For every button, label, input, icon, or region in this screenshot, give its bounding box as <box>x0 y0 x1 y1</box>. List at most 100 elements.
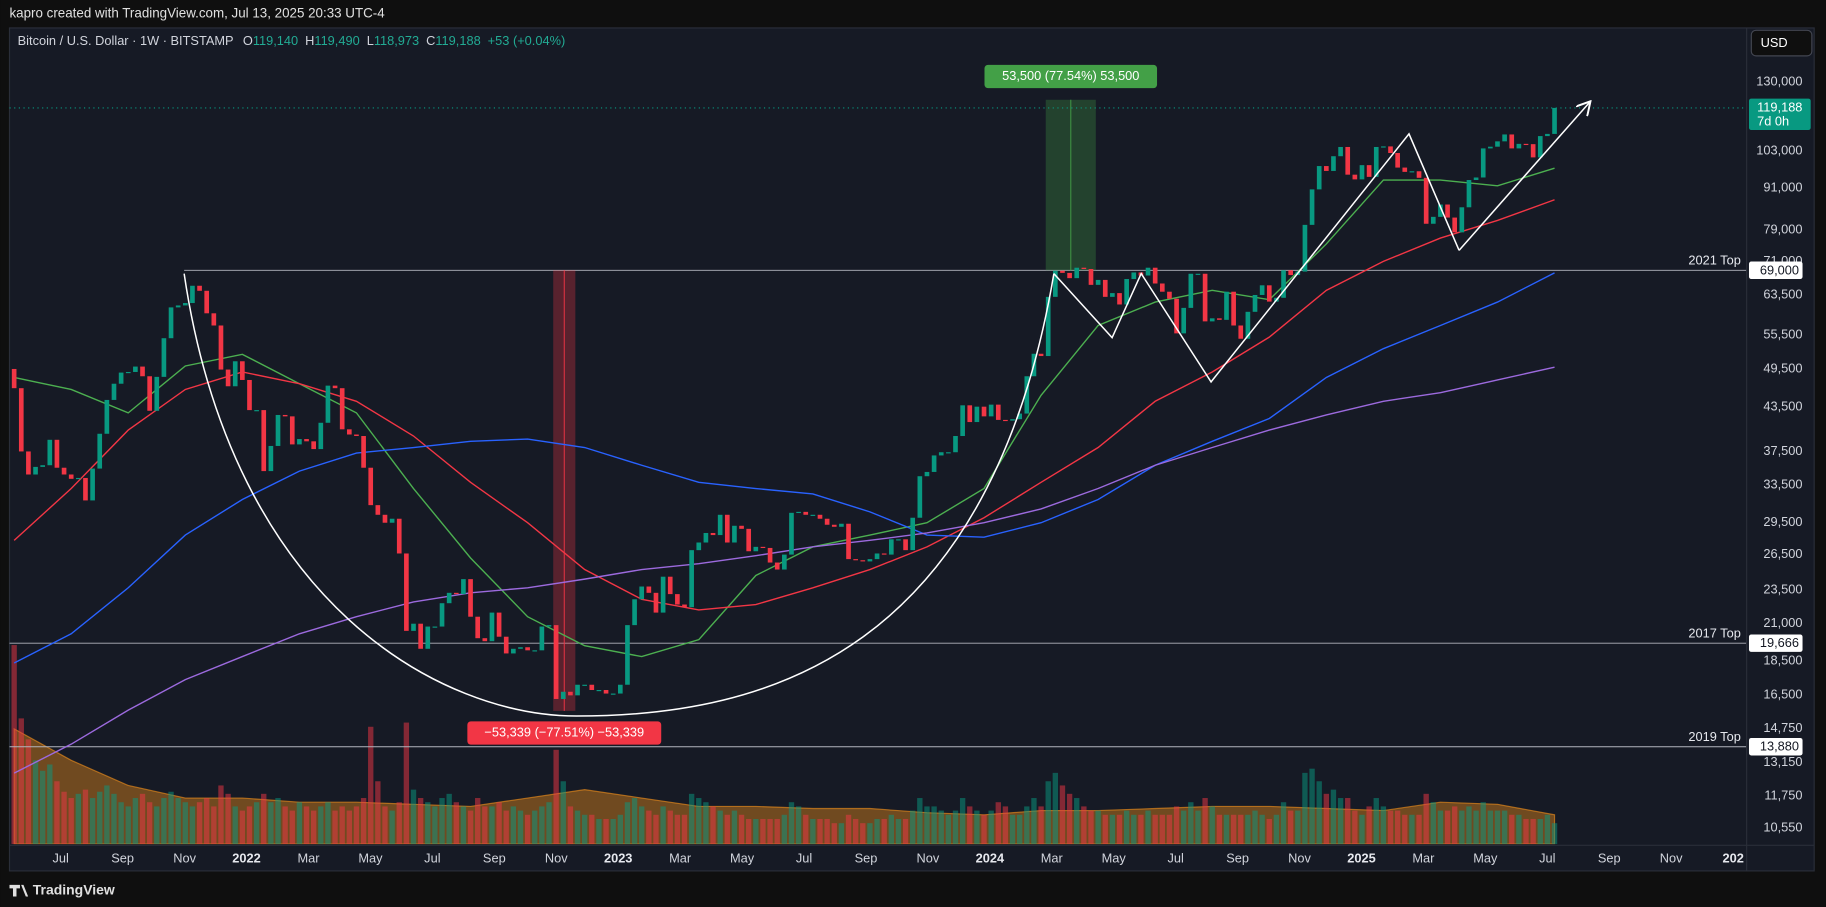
candle-body <box>732 525 737 543</box>
volume-bar <box>1366 806 1372 845</box>
currency-button[interactable] <box>1750 29 1813 57</box>
volume-bar <box>318 806 324 845</box>
volume-bar <box>1437 810 1444 845</box>
candle-body <box>782 554 787 570</box>
last-price-box <box>1748 98 1811 131</box>
volume-bar <box>1045 781 1051 845</box>
volume-bar <box>68 798 74 845</box>
volume-bar <box>303 806 310 845</box>
volume-bar <box>1024 806 1030 845</box>
ohlc-key: H <box>305 33 314 48</box>
volume-bar <box>168 791 174 845</box>
candle-body <box>111 383 117 400</box>
volume-bar <box>1252 810 1258 845</box>
candle-body <box>225 369 231 387</box>
candle-body <box>396 518 402 554</box>
y-tick-label: 23,500 <box>1763 582 1802 597</box>
candle-body <box>1523 143 1529 146</box>
candle-body <box>753 546 759 552</box>
volume-bar <box>1002 806 1009 845</box>
volume-bar <box>1402 814 1408 845</box>
volume-bar <box>460 806 467 845</box>
level-price-label: 69,000 <box>1760 262 1799 277</box>
volume-bar <box>703 802 709 845</box>
candle-body <box>1345 146 1351 175</box>
x-tick-label: Sep <box>111 851 134 866</box>
candle-body <box>575 684 580 696</box>
level-price-label: 19,666 <box>1760 635 1799 650</box>
volume-bar <box>1009 814 1016 845</box>
candle-body <box>803 511 809 515</box>
candle-body <box>382 514 388 523</box>
candle-body <box>318 422 324 450</box>
volume-bar <box>639 806 645 845</box>
volume-bar <box>1031 798 1037 845</box>
volume-bar <box>332 810 338 845</box>
currency-label[interactable]: USD <box>1761 35 1788 50</box>
volume-bar <box>1052 772 1059 845</box>
x-tick-label: May <box>358 851 383 866</box>
candle-body <box>625 625 630 685</box>
volume-bar <box>1266 818 1272 845</box>
volume-bar <box>674 814 681 845</box>
x-tick-label: Sep <box>1598 851 1621 866</box>
volume-bar <box>945 814 952 845</box>
candle-body <box>525 647 530 651</box>
x-tick-label: Jul <box>53 851 69 866</box>
volume-bar <box>781 814 788 845</box>
candle-body <box>546 625 552 627</box>
volume-bar <box>1423 793 1429 845</box>
volume-bar <box>97 791 103 845</box>
candle-body <box>831 524 837 527</box>
volume-bar <box>346 810 353 845</box>
volume-bar <box>225 793 231 845</box>
candle-body <box>532 650 538 652</box>
volume-bar <box>1245 814 1251 845</box>
ohlc-key: O <box>243 33 253 48</box>
candle-body <box>1459 207 1465 233</box>
candle-body <box>724 514 730 543</box>
volume-bar <box>410 789 417 845</box>
candle-body <box>995 404 1001 420</box>
volume-bar <box>1195 810 1201 845</box>
candle-body <box>1060 270 1065 273</box>
candle-body <box>268 445 274 472</box>
volume-bar <box>624 802 631 845</box>
candle-body <box>646 586 652 593</box>
volume-bar <box>653 814 659 845</box>
ohlc-value: 119,188 <box>435 33 480 48</box>
volume-bar <box>182 802 188 845</box>
candle-body <box>325 385 331 423</box>
volume-bar <box>760 818 766 845</box>
candle-body <box>1545 133 1550 137</box>
candle-body <box>1352 174 1358 180</box>
volume-bar <box>596 818 602 845</box>
candle-body <box>304 439 309 442</box>
x-tick-label: 2023 <box>604 851 632 866</box>
candle-body <box>297 439 302 445</box>
candle-body <box>1124 279 1129 305</box>
candle-body <box>218 325 224 370</box>
volume-bar <box>111 793 117 845</box>
volume-bar <box>1074 798 1080 845</box>
candle-body <box>1245 311 1251 339</box>
volume-bar <box>118 802 124 845</box>
volume-bar <box>1459 810 1465 845</box>
volume-bar <box>938 810 944 845</box>
candle-body <box>974 406 980 423</box>
candle-body <box>1395 153 1400 168</box>
volume-bar <box>881 818 887 845</box>
candle-body <box>1402 167 1408 172</box>
candle-body <box>1488 146 1493 149</box>
volume-bar <box>845 814 852 845</box>
candle-body <box>1423 177 1429 224</box>
candle-body <box>1288 270 1294 276</box>
candle-body <box>175 305 181 308</box>
volume-bar <box>375 781 381 845</box>
volume-bar <box>1516 814 1522 845</box>
candle-body <box>18 388 24 452</box>
candle-body <box>1473 177 1479 181</box>
volume-bar <box>1081 806 1087 845</box>
volume-bar <box>1295 810 1301 845</box>
candle-body <box>703 532 709 543</box>
